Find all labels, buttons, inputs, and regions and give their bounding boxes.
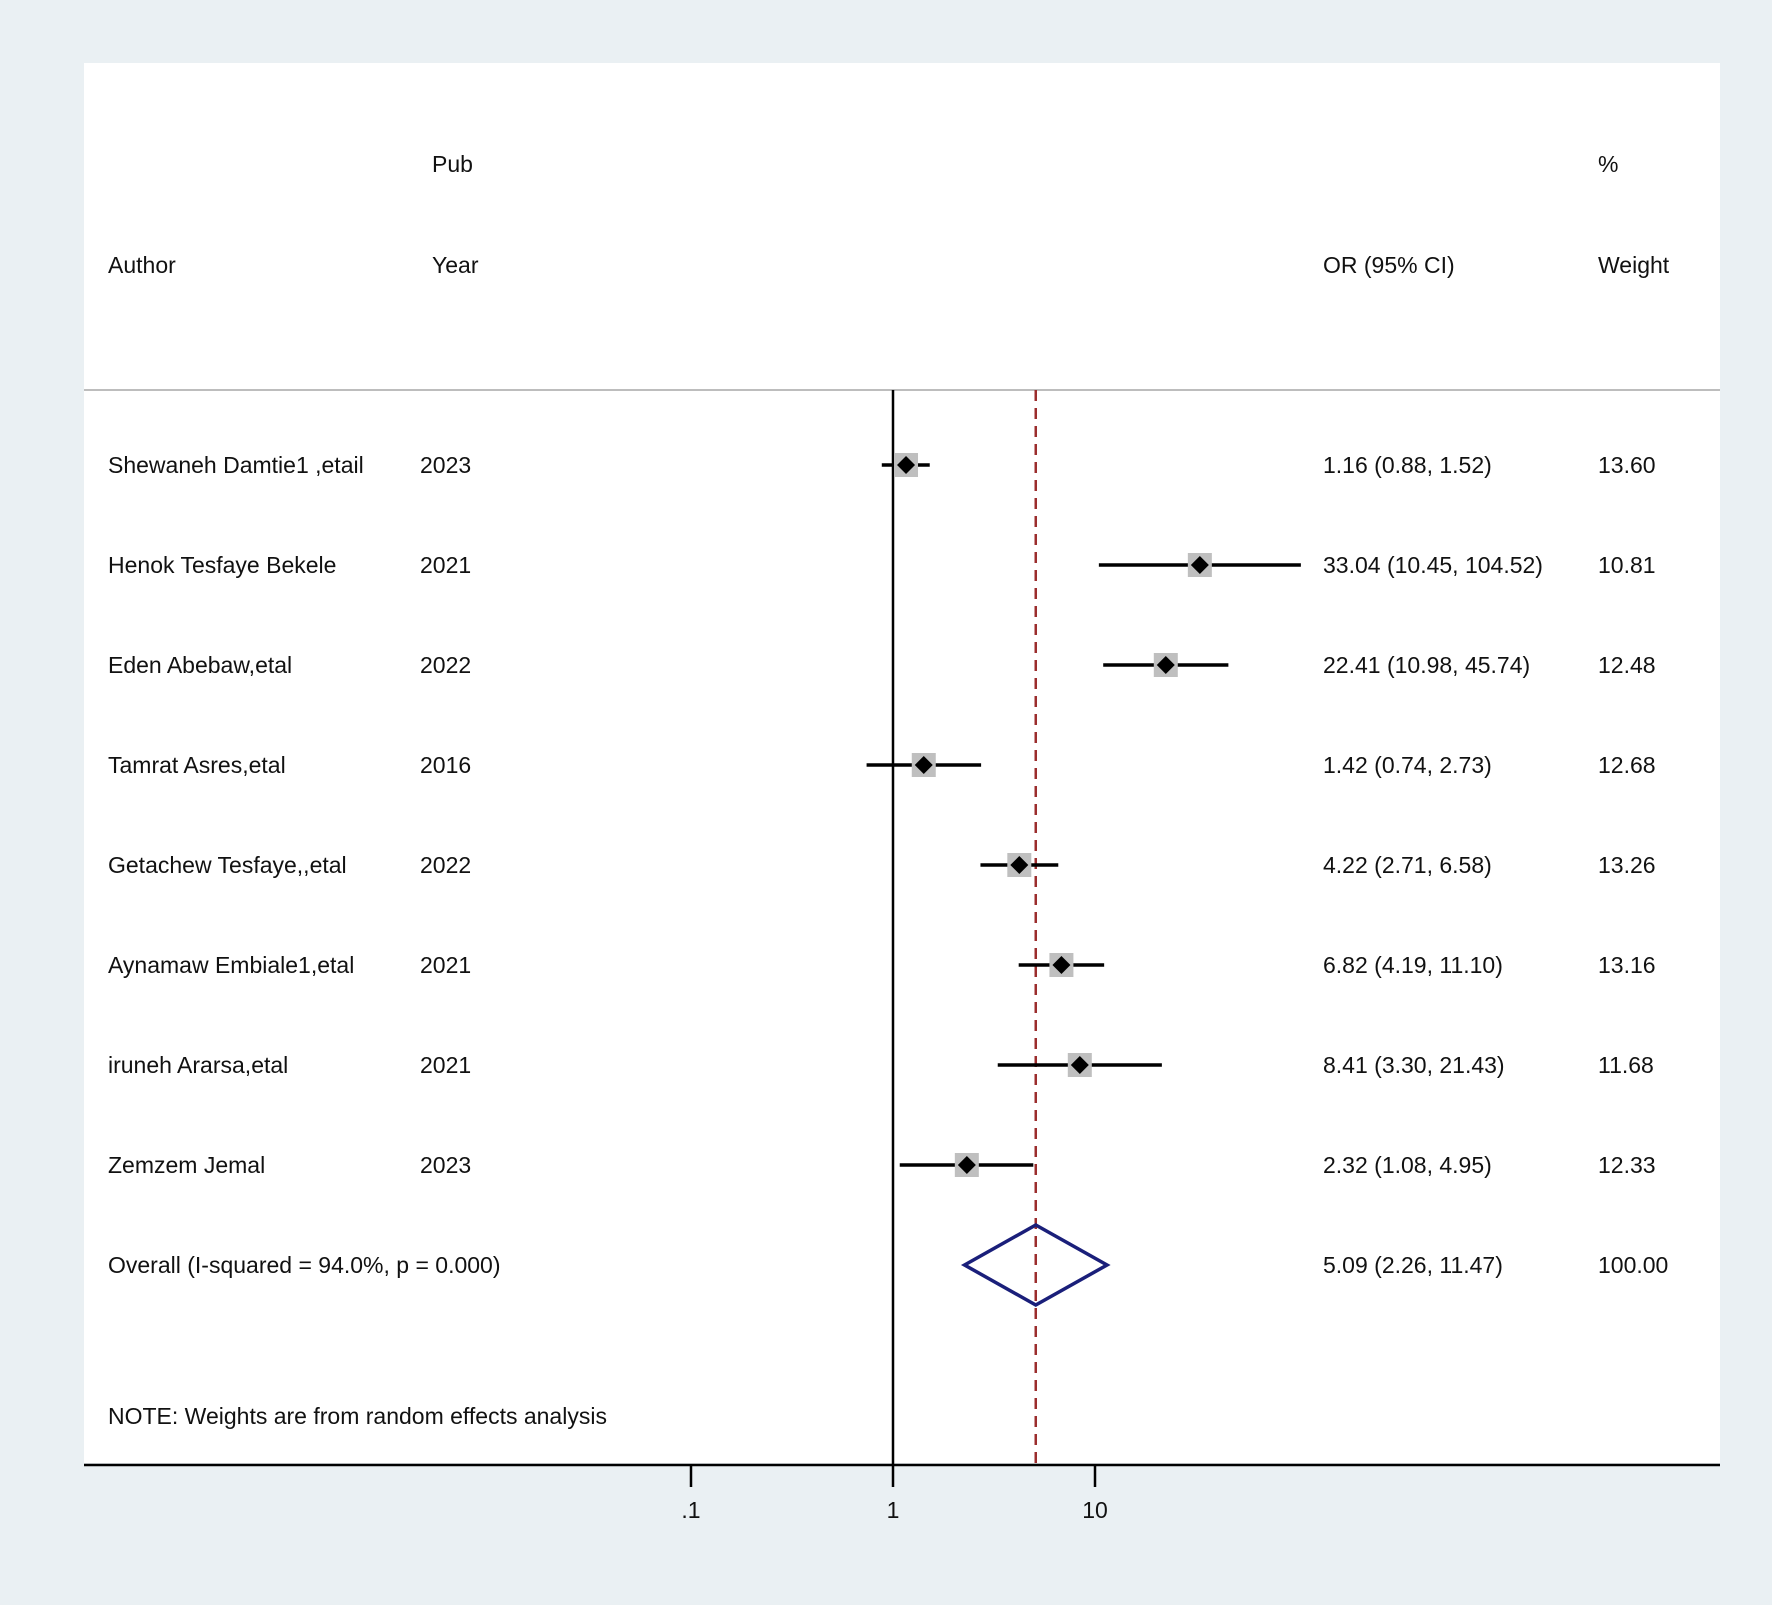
x-tick-label: 10 <box>1082 1497 1108 1523</box>
study-year: 2021 <box>420 552 471 578</box>
study-row: Tamrat Asres,etal 2016 1.42 (0.74, 2.73) 12… <box>108 752 1656 778</box>
study-year: 2021 <box>420 1052 471 1078</box>
study-or-text: 4.22 (2.71, 6.58) <box>1323 852 1492 878</box>
study-year: 2023 <box>420 1152 471 1178</box>
header-year: Year <box>432 252 479 278</box>
study-point-estimate <box>1190 556 1209 574</box>
study-weight: 12.33 <box>1598 1152 1656 1178</box>
study-rows: Shewaneh Damtie1 ,etail 2023 1.16 (0.88, 1… <box>108 452 1656 1178</box>
study-or-text: 6.82 (4.19, 11.10) <box>1323 952 1503 978</box>
header-author: Author <box>108 252 176 278</box>
overall-diamond <box>960 1222 1111 1308</box>
study-author: Aynamaw Embiale1,etal <box>108 952 354 978</box>
header-percent: % <box>1598 151 1618 177</box>
x-tick-label: 1 <box>887 1497 900 1523</box>
study-or-text: 1.16 (0.88, 1.52) <box>1323 452 1492 478</box>
plot-background <box>84 63 1720 1463</box>
study-or-text: 33.04 (10.45, 104.52) <box>1323 552 1543 578</box>
x-axis-ticks: .1 1 10 <box>681 1465 1108 1523</box>
study-author: Zemzem Jemal <box>108 1152 265 1178</box>
study-weight: 13.26 <box>1598 852 1656 878</box>
study-year: 2016 <box>420 752 471 778</box>
study-weight: 10.81 <box>1598 552 1656 578</box>
x-tick-label: .1 <box>681 1497 700 1523</box>
overall-or-text: 5.09 (2.26, 11.47) <box>1323 1252 1503 1278</box>
header-or-ci: OR (95% CI) <box>1323 252 1455 278</box>
study-author: Henok Tesfaye Bekele <box>108 552 336 578</box>
study-row: Henok Tesfaye Bekele 2021 33.04 (10.45, 10… <box>108 552 1656 578</box>
study-author: iruneh Ararsa,etal <box>108 1052 288 1078</box>
header-weight: Weight <box>1598 252 1670 278</box>
study-weight: 12.48 <box>1598 652 1656 678</box>
study-weight: 12.68 <box>1598 752 1656 778</box>
study-or-text: 1.42 (0.74, 2.73) <box>1323 752 1492 778</box>
overall-weight: 100.00 <box>1598 1252 1668 1278</box>
study-point-estimate <box>897 456 916 474</box>
study-weight: 11.68 <box>1598 1052 1654 1078</box>
study-or-text: 2.32 (1.08, 4.95) <box>1323 1152 1492 1178</box>
study-author: Eden Abebaw,etal <box>108 652 292 678</box>
study-author: Shewaneh Damtie1 ,etail <box>108 452 364 478</box>
study-author: Getachew Tesfaye,,etal <box>108 852 347 878</box>
header-pub: Pub <box>432 151 473 177</box>
study-point-estimate <box>1052 956 1071 974</box>
study-point-estimate <box>914 756 933 774</box>
study-row: Eden Abebaw,etal 2022 22.41 (10.98, 45.74)… <box>108 652 1656 678</box>
study-point-estimate <box>957 1156 976 1174</box>
overall-label: Overall (I-squared = 94.0%, p = 0.000) <box>108 1252 501 1278</box>
study-point-estimate <box>1010 856 1029 874</box>
study-row: Shewaneh Damtie1 ,etail 2023 1.16 (0.88, 1… <box>108 452 1656 478</box>
study-row: iruneh Ararsa,etal 2021 8.41 (3.30, 21.43)… <box>108 1052 1654 1078</box>
study-year: 2021 <box>420 952 471 978</box>
study-weight: 13.60 <box>1598 452 1656 478</box>
study-year: 2022 <box>420 652 471 678</box>
study-author: Tamrat Asres,etal <box>108 752 286 778</box>
study-row: Aynamaw Embiale1,etal 2021 6.82 (4.19, 11.… <box>108 952 1656 978</box>
study-point-estimate <box>1070 1056 1089 1074</box>
study-year: 2023 <box>420 452 471 478</box>
study-weight: 13.16 <box>1598 952 1656 978</box>
study-year: 2022 <box>420 852 471 878</box>
study-point-estimate <box>1156 656 1175 674</box>
study-row: Getachew Tesfaye,,etal 2022 4.22 (2.71, 6.… <box>108 852 1656 878</box>
study-or-text: 8.41 (3.30, 21.43) <box>1323 1052 1505 1078</box>
study-row: Zemzem Jemal 2023 2.32 (1.08, 4.95) 12.33 <box>108 1152 1656 1178</box>
study-or-text: 22.41 (10.98, 45.74) <box>1323 652 1530 678</box>
weights-note: NOTE: Weights are from random effects an… <box>108 1403 607 1429</box>
